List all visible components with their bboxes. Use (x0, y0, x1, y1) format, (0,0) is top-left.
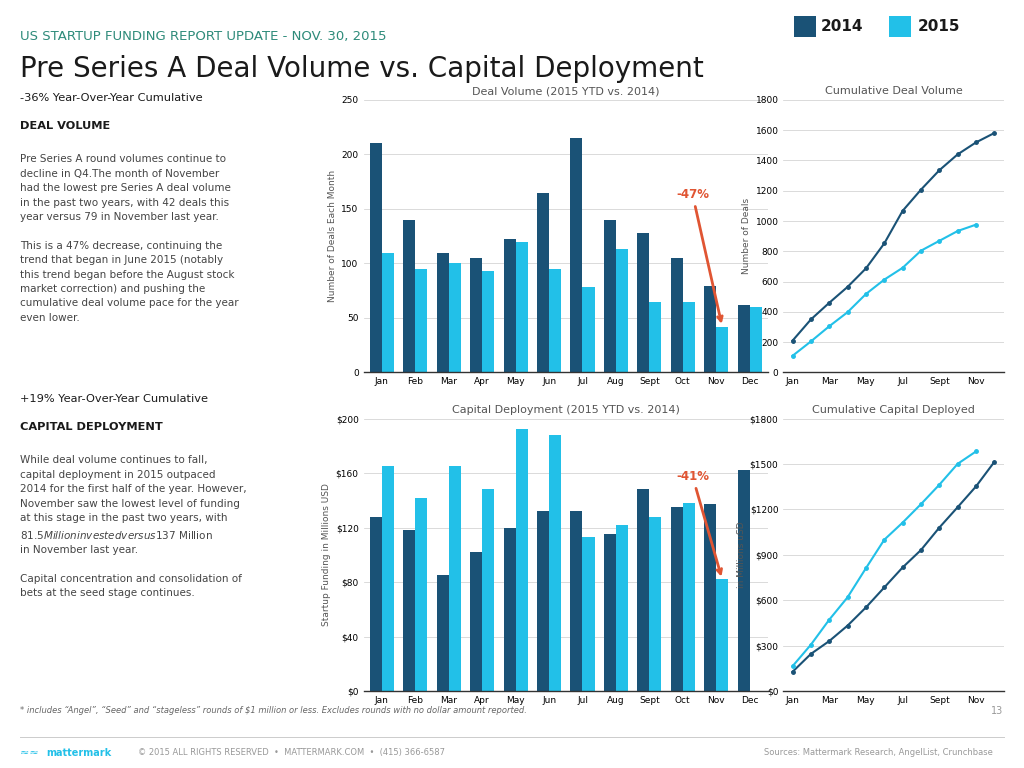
Bar (403, 220, 416, 372)
Bar (683, 503, 695, 691)
Text: © 2015 ALL RIGHTS RESERVED  •  MATTERMARK.COM  •  (415) 366-6587: © 2015 ALL RIGHTS RESERVED • MATTERMARK.… (138, 747, 445, 756)
Text: CAPITAL DEPLOYMENT: CAPITAL DEPLOYMENT (20, 422, 163, 432)
Title: Cumulative Deal Volume: Cumulative Deal Volume (824, 86, 963, 96)
Bar (737, 305, 750, 372)
Text: Sources: Mattermark Research, AngelList, Crunchbase: Sources: Mattermark Research, AngelList,… (764, 747, 993, 756)
Text: mattermark: mattermark (46, 747, 112, 757)
Bar (716, 579, 728, 691)
Text: -47%: -47% (676, 188, 722, 321)
Title: Cumulative Capital Deployed: Cumulative Capital Deployed (812, 405, 975, 415)
Bar (504, 528, 516, 691)
Bar (705, 286, 716, 372)
Title: Capital Deployment (2015 YTD vs. 2014): Capital Deployment (2015 YTD vs. 2014) (452, 405, 680, 415)
Bar (615, 525, 628, 691)
Text: 13: 13 (991, 706, 1004, 716)
Bar (549, 269, 561, 372)
Bar (449, 466, 461, 691)
Bar (570, 511, 583, 691)
Text: While deal volume continues to fall,
capital deployment in 2015 outpaced
2014 fo: While deal volume continues to fall, cap… (20, 455, 247, 598)
Text: +19% Year-Over-Year Cumulative: +19% Year-Over-Year Cumulative (20, 394, 209, 404)
Bar (570, 138, 583, 372)
Bar (537, 193, 549, 372)
Text: Pre Series A round volumes continue to
decline in Q4.The month of November
had t: Pre Series A round volumes continue to d… (20, 154, 240, 323)
Bar (671, 258, 683, 372)
Bar (637, 489, 649, 691)
Y-axis label: in Millions uSD: in Millions uSD (736, 521, 745, 588)
Text: Pre Series A Deal Volume vs. Capital Deployment: Pre Series A Deal Volume vs. Capital Dep… (20, 55, 705, 83)
Bar (615, 250, 628, 372)
Bar (537, 511, 549, 691)
Bar (382, 466, 394, 691)
Text: * includes “Angel”, “Seed” and “stageless” rounds of $1 million or less. Exclude: * includes “Angel”, “Seed” and “stageles… (20, 706, 527, 715)
Text: ≈≈: ≈≈ (20, 747, 43, 757)
Bar (637, 233, 649, 372)
Bar (649, 302, 662, 372)
Bar (482, 489, 495, 691)
Bar (370, 144, 382, 372)
Bar (716, 326, 728, 372)
Bar (516, 429, 527, 691)
Text: 2014: 2014 (821, 19, 864, 34)
Bar (583, 537, 595, 691)
Bar (403, 531, 416, 691)
Bar (737, 470, 750, 691)
Bar (516, 242, 527, 372)
Bar (382, 253, 394, 372)
Y-axis label: Number of Deals: Number of Deals (742, 198, 752, 274)
Bar (470, 552, 482, 691)
Bar (889, 16, 911, 37)
Bar (370, 517, 382, 691)
Bar (436, 575, 449, 691)
Bar (705, 505, 716, 691)
Bar (750, 307, 762, 372)
Text: -41%: -41% (676, 470, 722, 574)
Bar (604, 535, 615, 691)
Bar (449, 263, 461, 372)
Text: -36% Year-Over-Year Cumulative: -36% Year-Over-Year Cumulative (20, 93, 203, 103)
Bar (549, 435, 561, 691)
Bar (583, 287, 595, 372)
Text: DEAL VOLUME: DEAL VOLUME (20, 121, 111, 131)
Bar (604, 220, 615, 372)
Y-axis label: Startup Funding in Millions USD: Startup Funding in Millions USD (323, 483, 332, 627)
Bar (683, 302, 695, 372)
Bar (436, 253, 449, 372)
Bar (416, 498, 427, 691)
Text: US STARTUP FUNDING REPORT UPDATE - NOV. 30, 2015: US STARTUP FUNDING REPORT UPDATE - NOV. … (20, 29, 387, 42)
Bar (504, 240, 516, 372)
Bar (671, 507, 683, 691)
Y-axis label: Number of Deals Each Month: Number of Deals Each Month (329, 170, 337, 303)
Bar (416, 269, 427, 372)
Bar (482, 271, 495, 372)
Bar (470, 258, 482, 372)
Title: Deal Volume (2015 YTD vs. 2014): Deal Volume (2015 YTD vs. 2014) (472, 86, 659, 96)
Text: 2015: 2015 (918, 19, 961, 34)
Bar (649, 517, 662, 691)
Bar (794, 16, 816, 37)
